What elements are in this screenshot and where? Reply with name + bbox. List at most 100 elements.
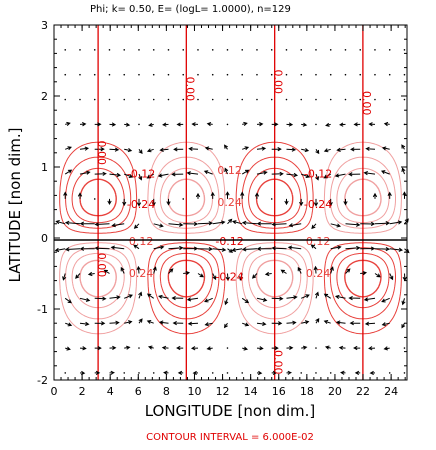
vector-point [138, 347, 140, 349]
vector-arrow [64, 247, 81, 252]
vector-point [79, 98, 81, 101]
vector-point [359, 49, 362, 51]
vector-point [241, 98, 244, 101]
vector-arrow [168, 222, 184, 227]
vector-point [256, 49, 258, 51]
vector-arrow [369, 370, 376, 376]
vector-arrow [124, 173, 134, 178]
vector-point [315, 98, 317, 101]
vector-arrow [146, 173, 154, 179]
vector-arrow [299, 198, 304, 207]
vector-point [241, 49, 244, 51]
vector-point [226, 347, 229, 349]
vector-arrow [339, 122, 346, 127]
vector-arrow [138, 173, 143, 181]
contour-label: 0.00 [95, 253, 108, 278]
vector-arrow [183, 270, 191, 276]
contour-label: 0.00 [95, 141, 108, 166]
vector-point [182, 98, 185, 101]
vector-arrow [227, 248, 234, 253]
y-tick-label: 1 [41, 161, 48, 174]
vector-point [108, 98, 111, 101]
vector-arrow [254, 192, 260, 199]
vector-point [93, 73, 96, 76]
vector-arrow [188, 146, 199, 152]
vector-arrow [171, 295, 184, 301]
vector-arrow [109, 345, 117, 351]
contour-line [79, 178, 382, 298]
vector-arrow [158, 294, 169, 299]
vector-point [344, 49, 347, 51]
vector-arrow [227, 218, 233, 225]
vector-arrow [210, 191, 215, 199]
vector-point [241, 372, 244, 374]
vector-arrow [350, 147, 361, 152]
vector-arrow [146, 148, 154, 153]
vector-point [374, 73, 376, 76]
vector-arrow [301, 148, 310, 153]
vector-point [64, 372, 67, 374]
vector-arrow [271, 147, 282, 152]
x-tick-label: 12 [216, 385, 230, 398]
vector-arrow [310, 244, 317, 250]
vector-arrow [186, 171, 199, 176]
vector-arrow [334, 294, 346, 299]
vector-point [123, 73, 126, 76]
vector-arrow [324, 345, 331, 350]
vector-point [167, 98, 170, 101]
vector-arrow [335, 320, 346, 325]
vector-point [359, 198, 362, 200]
vector-arrow [94, 171, 107, 176]
vector-arrow [251, 273, 258, 279]
vector-arrow [389, 247, 404, 252]
vector-point [79, 49, 81, 51]
vector-arrow [345, 245, 361, 251]
vector-arrow [381, 297, 390, 303]
vector-arrow [365, 146, 376, 151]
vector-arrow [206, 346, 213, 351]
vector-arrow [197, 221, 214, 226]
vector-arrow [63, 191, 68, 199]
vector-arrow [301, 320, 310, 325]
vector-point [64, 73, 67, 76]
vector-arrow [383, 346, 390, 351]
vector-arrow [360, 221, 376, 227]
x-tick-label: 14 [244, 385, 258, 398]
vector-point [270, 98, 273, 101]
vector-arrow [183, 221, 199, 227]
vector-arrow [159, 147, 169, 152]
vector-arrow [225, 191, 230, 199]
vector-point [315, 73, 317, 76]
vector-arrow [286, 320, 297, 325]
vector-point [344, 98, 347, 101]
vector-arrow [340, 370, 346, 375]
vector-point [182, 49, 185, 51]
vector-arrow [203, 170, 213, 175]
vector-point [197, 49, 199, 51]
contour-label: 0.00 [183, 77, 196, 102]
vector-arrow [138, 318, 143, 324]
y-axis-title: LATITUDE [non dim.] [6, 127, 24, 282]
x-tick-label: 20 [328, 385, 342, 398]
vector-arrow [152, 266, 157, 274]
vector-point [315, 347, 317, 349]
vector-point [138, 98, 140, 101]
vector-point [315, 49, 317, 51]
contour-label: 0.00 [272, 350, 285, 375]
vector-arrow [334, 173, 346, 178]
vector-point [138, 372, 140, 374]
vector-arrow [109, 295, 121, 300]
vector-point [226, 73, 229, 76]
vector-arrow [271, 370, 278, 376]
vector-arrow [171, 172, 184, 177]
vector-arrow [389, 273, 394, 281]
vector-arrow [225, 273, 230, 282]
vector-arrow [401, 298, 406, 306]
vector-arrow [65, 346, 71, 351]
y-tick-label: 2 [41, 90, 48, 103]
vector-point [152, 98, 155, 101]
vector-arrow [372, 192, 378, 199]
vector-arrow [124, 345, 131, 350]
vector-arrow [64, 169, 73, 175]
